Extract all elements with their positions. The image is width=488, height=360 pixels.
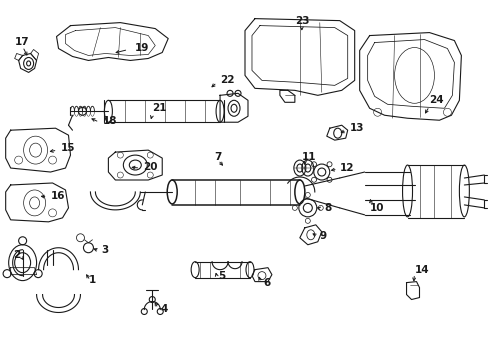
Text: 14: 14: [414, 265, 428, 275]
Text: 6: 6: [263, 278, 270, 288]
Text: 4: 4: [160, 305, 167, 315]
Text: 15: 15: [61, 143, 75, 153]
Text: 12: 12: [339, 163, 353, 173]
Text: 23: 23: [294, 15, 309, 26]
Text: 24: 24: [428, 95, 443, 105]
Text: 8: 8: [324, 203, 331, 213]
Text: 16: 16: [50, 191, 65, 201]
Text: 20: 20: [143, 162, 158, 172]
Text: 22: 22: [220, 75, 234, 85]
Text: 9: 9: [319, 231, 326, 241]
Text: 13: 13: [349, 123, 364, 133]
Text: 3: 3: [101, 245, 108, 255]
Text: 17: 17: [15, 36, 29, 46]
Text: 1: 1: [88, 275, 96, 285]
Text: 2: 2: [13, 250, 20, 260]
Text: 10: 10: [369, 203, 384, 213]
Text: 7: 7: [214, 152, 221, 162]
Text: 18: 18: [102, 116, 117, 126]
Text: 11: 11: [301, 152, 316, 162]
Text: 21: 21: [152, 103, 166, 113]
Text: 19: 19: [135, 42, 149, 53]
Text: 5: 5: [218, 271, 225, 281]
